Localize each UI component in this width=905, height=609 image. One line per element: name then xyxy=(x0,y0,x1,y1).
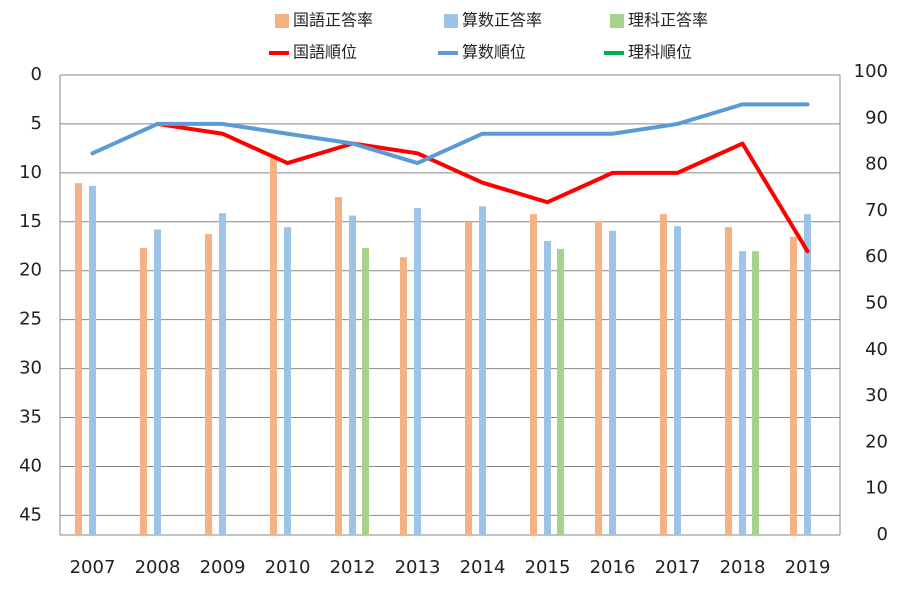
legend-swatch xyxy=(444,14,458,28)
x-tick-label: 2013 xyxy=(395,557,441,578)
bar xyxy=(219,213,226,535)
y2-tick-label: 60 xyxy=(865,246,888,267)
legend-label: 算数順位 xyxy=(462,43,526,62)
bar xyxy=(660,214,667,536)
x-tick-label: 2016 xyxy=(590,557,636,578)
bar xyxy=(725,227,732,536)
bar xyxy=(335,197,342,535)
legend-label: 理科正答率 xyxy=(628,11,708,30)
bar xyxy=(362,247,369,535)
legend-label: 国語順位 xyxy=(293,43,357,62)
bar xyxy=(400,257,407,535)
bar xyxy=(284,227,291,536)
line xyxy=(155,121,810,254)
bar xyxy=(609,230,616,535)
bar xyxy=(674,226,681,535)
bar xyxy=(790,236,797,535)
line xyxy=(90,102,810,166)
bar xyxy=(349,215,356,535)
x-tick-label: 2007 xyxy=(70,557,116,578)
y2-tick-label: 10 xyxy=(865,478,888,499)
x-tick-label: 2014 xyxy=(460,557,506,578)
y-tick-label: 0 xyxy=(31,64,42,85)
bar xyxy=(804,214,811,536)
legend-swatch xyxy=(275,14,289,28)
bar xyxy=(89,185,96,535)
y-tick-label: 10 xyxy=(19,162,42,183)
y2-tick-label: 100 xyxy=(854,61,888,82)
bar xyxy=(544,240,551,535)
y2-tick-label: 70 xyxy=(865,200,888,221)
bar xyxy=(465,222,472,535)
x-tick-label: 2009 xyxy=(200,557,246,578)
x-tick-label: 2018 xyxy=(720,557,766,578)
y2-tick-label: 50 xyxy=(865,293,888,314)
bar xyxy=(140,247,147,535)
bar xyxy=(75,183,82,535)
bar xyxy=(595,221,602,535)
y2-tick-label: 20 xyxy=(865,431,888,452)
bar xyxy=(752,251,759,535)
y2-tick-label: 40 xyxy=(865,339,888,360)
y-tick-label: 30 xyxy=(19,358,42,379)
bar xyxy=(739,251,746,535)
legend-label: 理科順位 xyxy=(628,43,692,62)
y-tick-label: 20 xyxy=(19,260,42,281)
y-tick-label: 35 xyxy=(19,407,42,428)
legend-label: 算数正答率 xyxy=(462,11,542,30)
y2-tick-label: 30 xyxy=(865,385,888,406)
bar xyxy=(557,248,564,535)
bar xyxy=(479,206,486,535)
y-tick-label: 15 xyxy=(19,211,42,232)
bar xyxy=(414,208,421,535)
x-tick-label: 2012 xyxy=(330,557,376,578)
bar xyxy=(270,155,277,535)
x-tick-label: 2017 xyxy=(655,557,701,578)
x-tick-label: 2015 xyxy=(525,557,571,578)
y2-tick-label: 80 xyxy=(865,154,888,175)
x-tick-label: 2010 xyxy=(265,557,311,578)
y-tick-label: 5 xyxy=(31,113,42,134)
x-tick-label: 2008 xyxy=(135,557,181,578)
bar xyxy=(530,214,537,536)
y-tick-label: 25 xyxy=(19,309,42,330)
y2-tick-label: 90 xyxy=(865,107,888,128)
legend-swatch xyxy=(610,14,624,28)
legend-label: 国語正答率 xyxy=(293,11,373,30)
x-tick-label: 2019 xyxy=(785,557,831,578)
y2-tick-label: 0 xyxy=(877,524,888,545)
bar xyxy=(154,229,161,536)
bar xyxy=(205,234,212,536)
y-tick-label: 40 xyxy=(19,455,42,476)
y-tick-label: 45 xyxy=(19,504,42,525)
